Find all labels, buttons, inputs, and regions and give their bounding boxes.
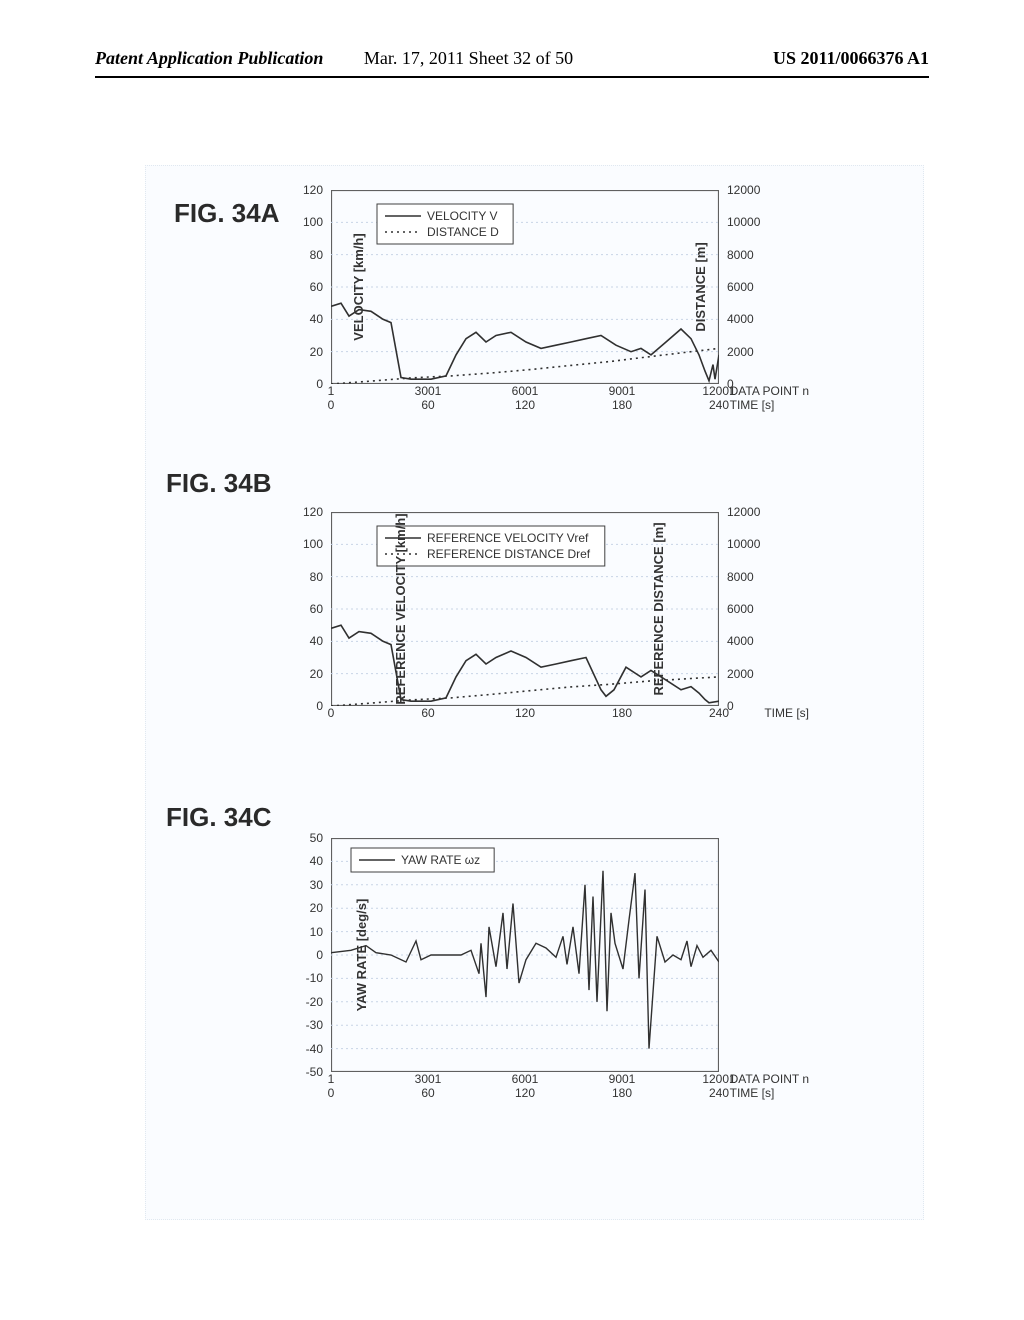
x-axis-unit: TIME [s] [764,706,809,720]
y-tick: -30 [306,1018,323,1032]
y-axis-label: VELOCITY [km/h] [351,233,366,340]
x-tick: 0 [328,706,335,720]
y-tick: 50 [310,831,323,845]
fig-34a-label: FIG. 34A [174,198,279,229]
svg-text:YAW RATE ωz: YAW RATE ωz [401,853,480,867]
y-tick: 60 [310,280,323,294]
y2-tick: 2000 [727,345,754,359]
y-tick: 120 [303,505,323,519]
y-axis-label: YAW RATE [deg/s] [354,899,369,1012]
fig-34b-label: FIG. 34B [166,468,271,499]
y-tick: 20 [310,667,323,681]
y2-tick: 8000 [727,570,754,584]
y-tick: -20 [306,995,323,1009]
y-tick: -10 [306,971,323,985]
y-tick: 40 [310,854,323,868]
y2-tick: 4000 [727,634,754,648]
y-tick: 20 [310,901,323,915]
y-tick: 0 [316,699,323,713]
y2-tick: 10000 [727,537,760,551]
chart-34a: VELOCITY V DISTANCE D VELOCITY [km/h] DISTA… [331,190,719,384]
y2-axis-label: DISTANCE [m] [693,242,708,331]
x-tick: 10 [328,1072,335,1101]
y-tick: 30 [310,878,323,892]
y-tick: 80 [310,248,323,262]
y-tick: 120 [303,183,323,197]
x-tick: 180 [612,706,632,720]
y-tick: 0 [316,377,323,391]
y-tick: 40 [310,312,323,326]
y-tick: -50 [306,1065,323,1079]
publication-label: Patent Application Publication [95,48,323,68]
x-tick: 10 [328,384,335,413]
y2-tick: 8000 [727,248,754,262]
y2-tick: 2000 [727,667,754,681]
y-tick: 80 [310,570,323,584]
y-tick: 40 [310,634,323,648]
svg-text:DISTANCE D: DISTANCE D [427,225,499,239]
y2-axis-label: REFERENCE DISTANCE [m] [651,522,666,695]
x-tick: 120 [515,706,535,720]
x-axis-unit: DATA POINT nTIME [s] [730,1072,809,1101]
y2-tick: 10000 [727,215,760,229]
chart-34c: YAW RATE ωzYAW RATE [deg/s]-50-40-30-20-… [331,838,719,1072]
date-sheet: Mar. 17, 2011 Sheet 32 of 50 [364,48,573,68]
figure-panel: FIG. 34A FIG. 34B FIG. 34C VELOCITY V DIS… [145,165,924,1220]
x-tick: 9001180 [609,1072,636,1101]
svg-text:REFERENCE VELOCITY Vref: REFERENCE VELOCITY Vref [427,531,589,545]
y2-tick: 6000 [727,602,754,616]
y-tick: 60 [310,602,323,616]
x-tick: 240 [709,706,729,720]
fig-34c-label: FIG. 34C [166,802,271,833]
y-tick: 0 [316,948,323,962]
y2-tick: 6000 [727,280,754,294]
y-tick: 100 [303,537,323,551]
y-axis-label: REFERENCE VELOCITY [km/h] [393,513,408,704]
x-axis-unit: DATA POINT nTIME [s] [730,384,809,413]
svg-text:REFERENCE DISTANCE Dref: REFERENCE DISTANCE Dref [427,547,591,561]
y-tick: 100 [303,215,323,229]
patent-number: US 2011/0066376 A1 [773,48,929,69]
header-rule [95,76,929,78]
x-tick: 6001120 [512,1072,539,1101]
y2-tick: 4000 [727,312,754,326]
x-tick: 300160 [415,384,442,413]
x-tick: 300160 [415,1072,442,1101]
y2-tick: 12000 [727,505,760,519]
x-tick: 9001180 [609,384,636,413]
x-tick: 6001120 [512,384,539,413]
y-tick: -40 [306,1042,323,1056]
page-header: Patent Application Publication Mar. 17, … [0,48,1024,69]
y2-tick: 12000 [727,183,760,197]
y-tick: 10 [310,925,323,939]
y-tick: 20 [310,345,323,359]
x-tick: 60 [421,706,434,720]
svg-text:VELOCITY V: VELOCITY V [427,209,497,223]
chart-34b: REFERENCE VELOCITY Vref REFERENCE DISTANC… [331,512,719,706]
